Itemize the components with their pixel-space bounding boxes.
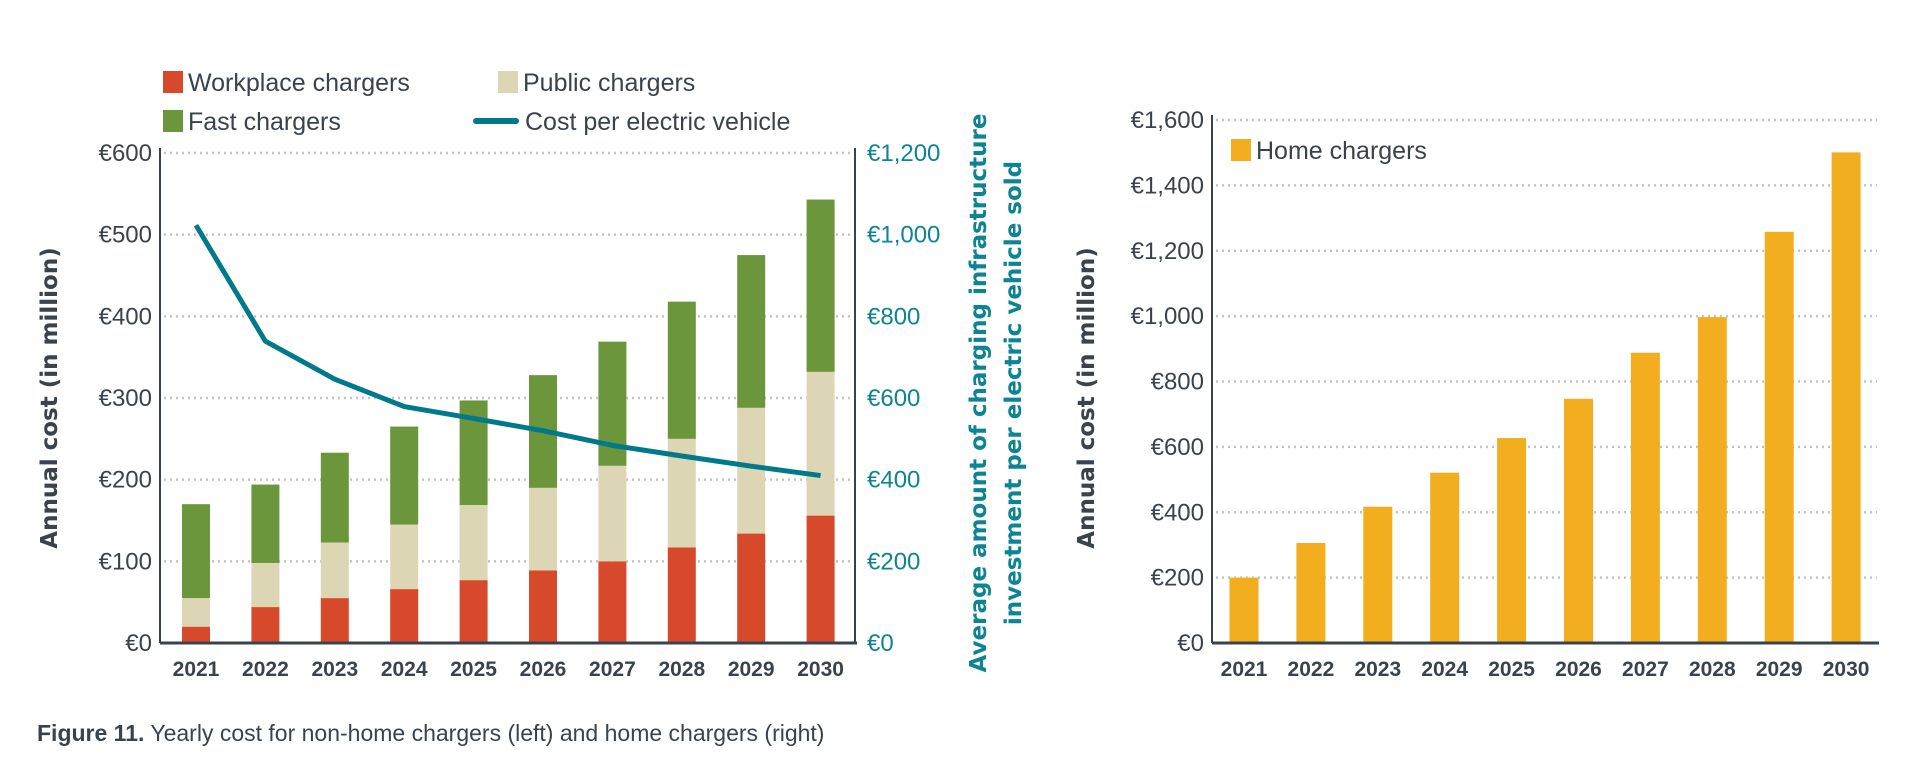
x-tick-label: 2021 [1221,658,1268,681]
x-tick-label: 2026 [520,658,567,681]
y2-tick-label: €1,200 [867,140,940,167]
bar-workplace-chargers [598,561,627,643]
left-chart: €0 €100 €200 €300 €400 €500 €600 2021 2022 2023 20… [37,69,1027,681]
y-tick-label: €400 [1151,499,1204,526]
bar-home-chargers [1497,438,1527,643]
legend-swatch [498,71,518,93]
bar-home-chargers [1229,577,1259,643]
x-tick-label: 2030 [797,658,844,681]
y-tick-label: €400 [99,303,152,330]
bar-workplace-chargers [806,515,835,643]
bar-fast-chargers [806,199,835,372]
legend-label: Fast chargers [188,108,341,136]
bar-fast-chargers [667,301,696,439]
legend-label: Home chargers [1256,137,1427,165]
x-tick-label: 2025 [450,658,497,681]
bar-home-chargers [1430,472,1460,643]
y-tick-label: €600 [1151,434,1204,461]
bar-workplace-chargers [737,533,766,643]
x-tick-label: 2023 [1354,658,1401,681]
legend-swatch [163,71,183,93]
bar-public-chargers [529,487,557,571]
y-tick-label: €1,600 [1131,107,1204,134]
bar-public-chargers [459,504,488,581]
x-tick-label: 2023 [311,658,358,681]
legend-label: Public chargers [523,69,695,97]
legend-swatch [163,110,183,132]
caption-label: Figure 11. [37,720,144,746]
bar-fast-chargers [390,426,419,525]
bar-home-chargers [1564,398,1593,643]
bar-workplace-chargers [529,570,557,643]
y-tick-label: €500 [99,222,152,249]
bar-home-chargers [1630,352,1660,643]
bar-fast-chargers [737,255,766,408]
bar-public-chargers [737,407,766,534]
y-tick-label: €1,000 [1131,303,1204,330]
bar-public-chargers [182,598,210,627]
x-tick-label: 2030 [1823,658,1870,681]
y2-tick-label: €0 [867,630,894,657]
y2-tick-label: €200 [867,548,920,575]
x-tick-label: 2027 [589,658,636,681]
bar-home-chargers [1831,152,1861,643]
x-tick-label: 2028 [658,658,705,681]
right-chart: €0 €200 €400 €600 €800 €1,000 €1,200 €1,400 €1,6… [1074,107,1879,681]
bar-workplace-chargers [320,598,349,643]
y-tick-label: €0 [1177,630,1204,657]
y-tick-label: €0 [125,630,152,657]
bar-fast-chargers [182,504,210,599]
bar-public-chargers [320,542,349,599]
x-tick-label: 2024 [1421,658,1468,681]
legend-swatch [1231,139,1251,161]
legend-label: Workplace chargers [188,69,410,97]
bar-public-chargers [598,465,627,562]
x-tick-label: 2022 [242,658,289,681]
bar-home-chargers [1296,542,1326,643]
bar-fast-chargers [320,452,349,543]
y-tick-label: €200 [1151,565,1204,592]
bar-workplace-chargers [390,589,419,643]
y-tick-label: €200 [99,467,152,494]
bar-workplace-chargers [459,580,488,643]
x-tick-label: 2022 [1288,658,1335,681]
y-tick-label: €300 [99,385,152,412]
legend-label: Cost per electric vehicle [525,108,790,136]
y2-tick-label: €1,000 [867,222,940,249]
y2-axis-title-line1: Average amount of charging infrastructur… [966,114,992,673]
y-tick-label: €800 [1151,369,1204,396]
y-axis-title: Annual cost (in million) [1074,247,1100,548]
y2-axis-title-line2: investment per electric vehicle sold [1001,161,1027,625]
bar-home-chargers [1764,231,1794,643]
x-tick-label: 2026 [1555,658,1602,681]
x-tick-label: 2029 [1756,658,1803,681]
x-tick-label: 2028 [1689,658,1736,681]
bar-workplace-chargers [667,547,696,643]
y-axis-title: Annual cost (in million) [37,247,63,548]
bar-workplace-chargers [182,626,210,643]
bar-public-chargers [806,371,835,516]
bar-public-chargers [251,562,280,608]
bar-fast-chargers [251,484,280,563]
caption-text: Yearly cost for non-home chargers (left)… [144,720,824,746]
y-tick-label: €600 [99,140,152,167]
bar-workplace-chargers [251,607,280,643]
x-tick-label: 2024 [381,658,428,681]
y-tick-label: €1,400 [1131,172,1204,199]
x-tick-label: 2021 [173,658,220,681]
x-tick-label: 2029 [728,658,775,681]
line-cost-per-electric-vehicle [193,223,821,479]
bar-home-chargers [1697,317,1727,643]
bar-public-chargers [390,524,419,590]
y-tick-label: €1,200 [1131,238,1204,265]
bar-home-chargers [1363,506,1393,643]
y-tick-label: €100 [99,548,152,575]
y2-tick-label: €800 [867,303,920,330]
x-tick-label: 2025 [1488,658,1535,681]
y2-tick-label: €600 [867,385,920,412]
x-tick-label: 2027 [1622,658,1669,681]
figure-caption: Figure 11. Yearly cost for non-home char… [37,720,824,746]
y2-tick-label: €400 [867,467,920,494]
